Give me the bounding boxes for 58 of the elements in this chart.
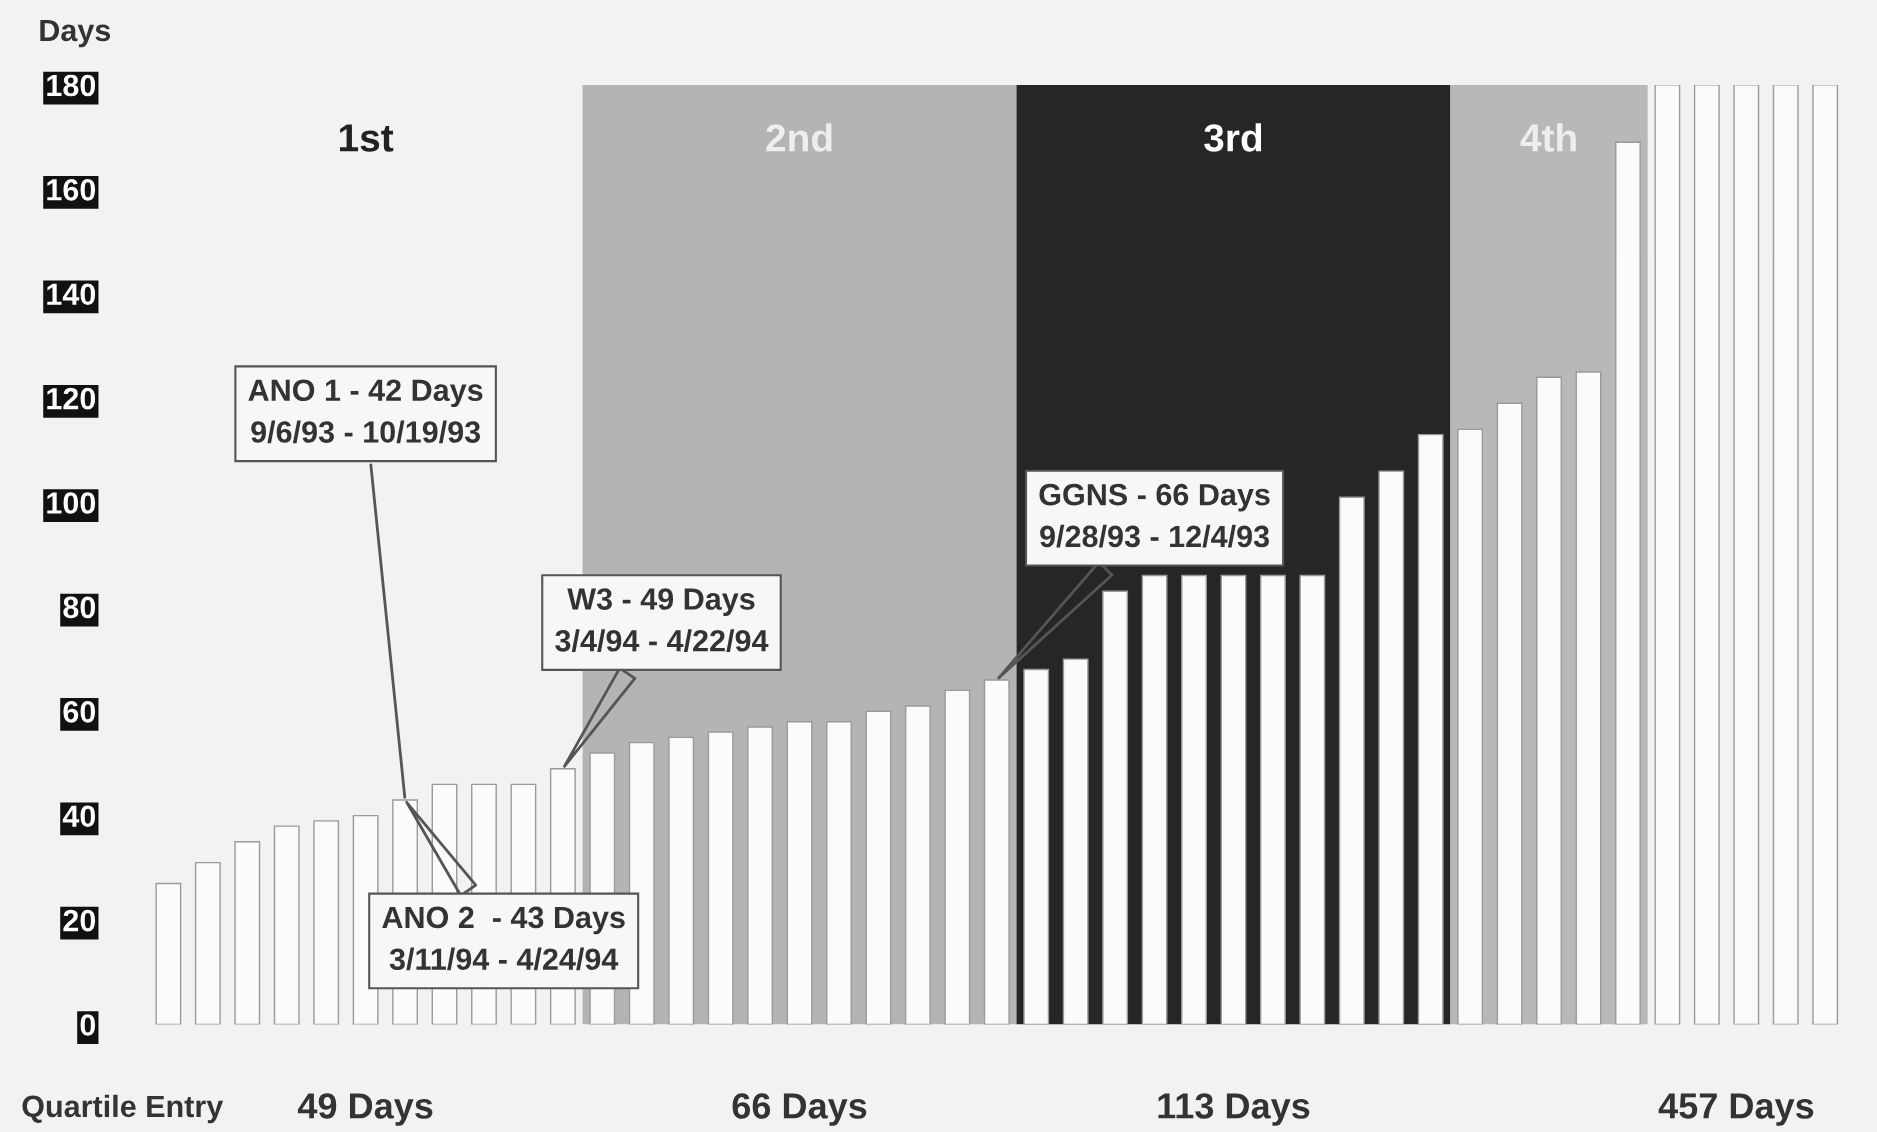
bar xyxy=(1141,574,1168,1025)
bar xyxy=(1654,84,1681,1025)
text: 66 Days xyxy=(732,1093,867,1126)
text: 113 Days xyxy=(1158,1093,1310,1126)
bar xyxy=(944,689,971,1025)
bar xyxy=(786,721,813,1025)
annotation: W3 - 49 Days 3/4/94 - 4/22/94 xyxy=(555,588,769,652)
text: 457 Days xyxy=(1658,1093,1814,1126)
y-tick-label: 140 xyxy=(47,283,96,306)
bar xyxy=(273,825,300,1025)
y-tick-label: 40 xyxy=(62,805,96,828)
bar xyxy=(1220,574,1247,1025)
annotation: ANO 1 - 42 Days 9/6/93 - 10/19/93 xyxy=(248,379,483,444)
bar xyxy=(234,841,261,1025)
text: Quartile Entry xyxy=(22,1094,224,1124)
bar xyxy=(668,736,695,1025)
y-tick-label: 160 xyxy=(47,179,96,201)
y-tick-label: 100 xyxy=(47,492,96,514)
y-tick-label: 180 xyxy=(47,74,96,97)
bar xyxy=(1615,141,1641,1025)
bar xyxy=(1378,470,1405,1025)
bar xyxy=(1536,376,1562,1025)
annotation: 2nd xyxy=(766,123,832,152)
bar xyxy=(983,679,1010,1025)
bar xyxy=(1575,371,1602,1025)
bar xyxy=(1181,574,1207,1025)
bar xyxy=(313,820,340,1025)
bar xyxy=(1062,658,1089,1025)
bar xyxy=(1417,433,1444,1025)
bar xyxy=(865,710,892,1025)
bar xyxy=(1102,590,1129,1025)
bar xyxy=(1023,668,1050,1025)
bar xyxy=(1259,574,1286,1025)
bar xyxy=(826,721,852,1025)
annotation: 3rd xyxy=(1204,123,1262,152)
y-tick-label: 60 xyxy=(63,701,96,723)
bar xyxy=(1812,84,1839,1025)
y-tick-label: 80 xyxy=(63,596,96,619)
y-tick-label: 0 xyxy=(80,1014,96,1036)
y-tick-label: 120 xyxy=(47,387,96,410)
bar xyxy=(1496,402,1523,1025)
text: 49 Days xyxy=(297,1093,433,1126)
annotation: 1st xyxy=(339,124,394,152)
bar xyxy=(1693,84,1720,1025)
bar xyxy=(1457,428,1484,1025)
y-tick-label: 20 xyxy=(63,909,96,932)
bar xyxy=(1733,84,1760,1025)
bar xyxy=(1299,574,1326,1025)
bar xyxy=(155,882,182,1025)
bar xyxy=(194,861,221,1025)
bar xyxy=(904,705,931,1025)
bar xyxy=(747,726,774,1025)
annotation: GGNS - 66 Days 9/28/93 - 12/4/93 xyxy=(1039,483,1270,548)
annotation: ANO 2 - 43 Days 3/11/94 - 4/24/94 xyxy=(382,906,625,971)
y-axis-title: Days xyxy=(40,19,111,48)
bar xyxy=(707,731,734,1025)
bar xyxy=(1772,84,1799,1025)
bar xyxy=(1338,496,1365,1025)
